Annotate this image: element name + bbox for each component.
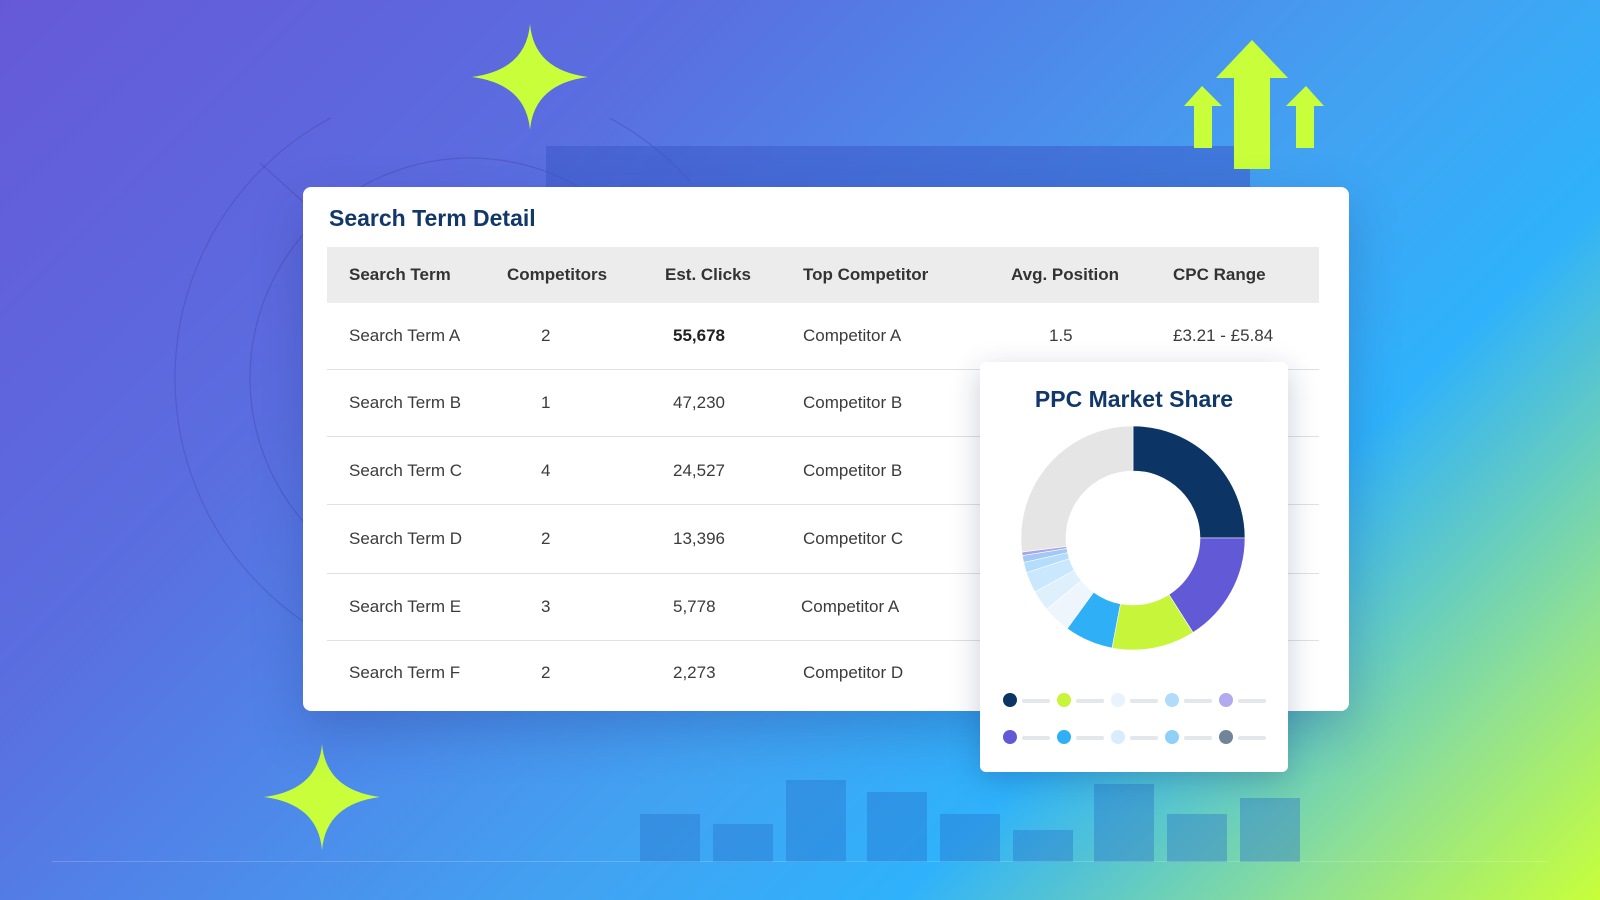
column-header-avg-position[interactable]: Avg. Position	[1011, 265, 1119, 284]
legend-label-placeholder	[1022, 699, 1050, 703]
donut-slice[interactable]	[1132, 426, 1246, 539]
legend-item[interactable]	[1165, 693, 1219, 707]
legend-label-placeholder	[1076, 699, 1104, 703]
table-row[interactable]: Search Term C 4 24,527 Competitor B	[327, 437, 1319, 505]
cell-est-clicks: 47,230	[673, 393, 725, 412]
legend-item[interactable]	[1003, 693, 1057, 707]
column-header-search-term[interactable]: Search Term	[349, 265, 451, 284]
cell-cpc-range: £3.21 - £5.84	[1173, 326, 1274, 345]
table-row[interactable]: Search Term B 1 47,230 Competitor B	[327, 370, 1319, 437]
legend-label-placeholder	[1184, 736, 1212, 740]
legend-item[interactable]	[1219, 693, 1273, 707]
table-header: Search Term Competitors Est. Clicks Top …	[327, 247, 1319, 303]
cell-top-competitor: Competitor A	[803, 326, 902, 345]
legend-item[interactable]	[1165, 730, 1219, 744]
column-header-est-clicks[interactable]: Est. Clicks	[665, 265, 751, 284]
legend-label-placeholder	[1238, 699, 1266, 703]
legend-label-placeholder	[1076, 736, 1104, 740]
legend-label-placeholder	[1130, 699, 1158, 703]
background-bar	[713, 824, 773, 862]
cell-search-term: Search Term F	[349, 663, 461, 682]
cell-est-clicks: 13,396	[673, 529, 725, 548]
legend-swatch	[1003, 730, 1017, 744]
table-row[interactable]: Search Term A 2 55,678 Competitor A 1.5 …	[327, 303, 1319, 370]
cell-est-clicks: 2,273	[673, 663, 716, 682]
cell-est-clicks: 55,678	[673, 326, 725, 345]
column-header-top-competitor[interactable]: Top Competitor	[803, 265, 929, 284]
legend-item[interactable]	[1057, 730, 1111, 744]
background-bar	[1240, 798, 1300, 862]
column-header-cpc-range[interactable]: CPC Range	[1173, 265, 1266, 284]
legend-swatch	[1003, 693, 1017, 707]
table-row[interactable]: Search Term E 3 5,778 Competitor A	[327, 574, 1319, 641]
growth-arrows-icon	[1182, 38, 1326, 172]
sparkle-icon	[470, 22, 590, 132]
ppc-market-share-card: PPC Market Share	[980, 362, 1288, 772]
legend-swatch	[1111, 693, 1125, 707]
legend-item[interactable]	[1219, 730, 1273, 744]
table-row[interactable]: Search Term F 2 2,273 Competitor D	[327, 641, 1319, 705]
legend-label-placeholder	[1022, 736, 1050, 740]
cell-competitors: 2	[541, 529, 551, 548]
cell-top-competitor: Competitor B	[803, 393, 903, 412]
background-bar	[1094, 784, 1154, 862]
legend-label-placeholder	[1130, 736, 1158, 740]
sparkle-icon	[262, 742, 382, 852]
legend-item[interactable]	[1057, 693, 1111, 707]
cell-competitors: 3	[541, 597, 551, 616]
cell-competitors: 2	[541, 326, 551, 345]
cell-search-term: Search Term E	[349, 597, 462, 616]
legend-swatch	[1165, 730, 1179, 744]
background-tab-strip	[546, 146, 1250, 188]
cell-top-competitor: Competitor A	[801, 597, 900, 616]
legend-item[interactable]	[1111, 730, 1165, 744]
background-bar	[940, 814, 1000, 862]
legend-label-placeholder	[1238, 736, 1266, 740]
donut-slice[interactable]	[1020, 426, 1134, 553]
background-bar	[786, 780, 846, 862]
background-bar	[1013, 830, 1073, 862]
cell-top-competitor: Competitor B	[803, 460, 903, 480]
legend-swatch	[1111, 730, 1125, 744]
cell-search-term: Search Term D	[349, 529, 463, 548]
legend-swatch	[1219, 693, 1233, 707]
background-baseline	[52, 861, 1548, 862]
column-header-competitors[interactable]: Competitors	[507, 265, 608, 284]
cell-search-term: Search Term B	[349, 393, 462, 412]
cell-competitors: 1	[541, 393, 551, 412]
cell-search-term: Search Term A	[349, 326, 461, 345]
background-bar	[1167, 814, 1227, 862]
legend-item[interactable]	[1111, 693, 1165, 707]
cell-top-competitor: Competitor D	[803, 663, 904, 682]
background-bar	[867, 792, 927, 862]
cell-competitors: 2	[541, 663, 551, 682]
legend-item[interactable]	[1003, 730, 1057, 744]
cell-top-competitor: Competitor C	[803, 529, 904, 548]
legend-swatch	[1057, 730, 1071, 744]
legend-swatch	[1219, 730, 1233, 744]
cell-est-clicks: 24,527	[673, 460, 725, 480]
card-title: Search Term Detail	[329, 205, 536, 231]
cell-search-term: Search Term C	[349, 460, 463, 480]
legend-swatch	[1165, 693, 1179, 707]
background-bar	[640, 814, 700, 862]
chart-title: PPC Market Share	[1034, 386, 1234, 412]
table-row[interactable]: Search Term D 2 13,396 Competitor C	[327, 505, 1319, 574]
cell-avg-position: 1.5	[1049, 326, 1073, 345]
legend-swatch	[1057, 693, 1071, 707]
donut-chart	[1020, 426, 1246, 651]
cell-competitors: 4	[541, 460, 551, 480]
legend-label-placeholder	[1184, 699, 1212, 703]
cell-est-clicks: 5,778	[673, 597, 716, 616]
